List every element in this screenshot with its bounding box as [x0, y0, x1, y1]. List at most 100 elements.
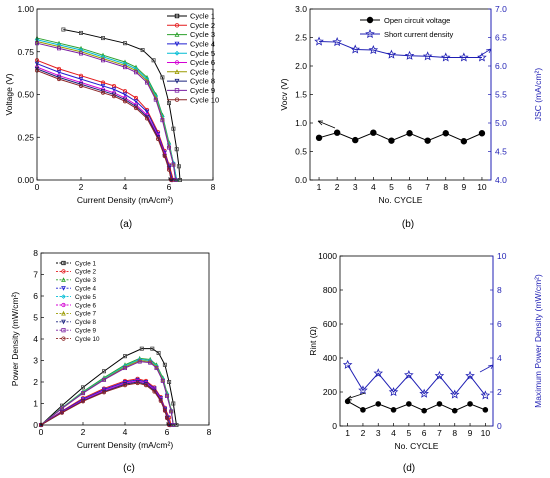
- data-point-jsc: [368, 45, 379, 55]
- x-tick-label: 4: [123, 182, 128, 192]
- legend-label: Cycle 10: [190, 95, 219, 104]
- y2-tick-label: 6.5: [495, 33, 507, 43]
- legend-marker: [174, 78, 180, 84]
- series-line-cycle-9: [40, 361, 174, 426]
- y-axis-label: Rint (Ω): [308, 326, 318, 356]
- data-point: [174, 147, 179, 152]
- data-point: [164, 393, 169, 398]
- y-tick-label: 0: [332, 421, 337, 431]
- data-point: [123, 99, 128, 104]
- data-point: [101, 58, 106, 63]
- y2-tick-label: 6: [497, 319, 502, 329]
- legend-label: Cycle 9: [190, 86, 215, 95]
- series-line-ocv: [318, 132, 483, 142]
- data-point-rint: [360, 407, 366, 413]
- data-point-mpd: [480, 390, 491, 400]
- y-tick-label: 3.0: [295, 4, 307, 14]
- data-point-rint: [375, 401, 382, 407]
- data-point: [133, 99, 139, 104]
- data-point: [171, 162, 176, 167]
- data-point-mpd: [434, 370, 445, 380]
- y-tick-label: 3: [33, 356, 38, 366]
- data-point-jsc: [422, 51, 433, 61]
- y2-tick-label: 5.5: [495, 90, 507, 100]
- legend-marker: [61, 260, 66, 266]
- legend-marker: [174, 88, 180, 93]
- data-point-ocv: [478, 130, 486, 137]
- y-tick-label: 0: [33, 420, 38, 430]
- x-tick-label: 3: [376, 428, 381, 438]
- y-axis-label: Power Density (mW/cm²): [10, 292, 20, 387]
- data-point: [60, 406, 65, 411]
- data-point: [160, 378, 165, 383]
- legend-marker: [61, 286, 66, 291]
- y-tick-label: 1000: [318, 251, 337, 261]
- data-point: [153, 97, 158, 102]
- legend-marker: [174, 69, 180, 74]
- series-line-rint: [347, 400, 486, 412]
- y-tick-label: 1.00: [17, 4, 34, 14]
- panel-a: 0 2 4 6 8 0.00 0.25 0.50 0.75 1.00 Current Density…: [4, 4, 219, 230]
- legend-marker: [174, 31, 180, 37]
- data-point-mpd: [419, 388, 429, 398]
- y2-tick-label: 4.0: [495, 175, 507, 185]
- data-point-rint: [406, 401, 412, 407]
- y-tick-label: 200: [323, 387, 337, 397]
- y2-tick-label: 4.5: [495, 147, 507, 157]
- legend-marker: [174, 50, 180, 56]
- y-tick-label: 1: [33, 399, 38, 409]
- y-axis-label: Vocv (V): [279, 78, 289, 110]
- plot-frame: [40, 252, 210, 426]
- data-point-jsc: [332, 37, 342, 47]
- data-point-ocv: [352, 136, 359, 144]
- data-point-ocv: [315, 134, 323, 142]
- data-point: [81, 385, 86, 390]
- data-point: [164, 416, 169, 421]
- legend-marker: [61, 277, 66, 282]
- data-point: [155, 136, 160, 141]
- data-point: [160, 75, 165, 80]
- series-line-cycle-5: [36, 39, 178, 181]
- data-point: [169, 409, 174, 414]
- data-point: [143, 383, 148, 388]
- x-tick-label: 9: [468, 428, 473, 438]
- series-line-cycle-9: [36, 42, 177, 181]
- data-point: [156, 350, 161, 355]
- x-tick-label: 4: [391, 428, 396, 438]
- series-line-cycle-1: [63, 29, 181, 181]
- data-point-jsc: [350, 44, 361, 54]
- data-point: [144, 80, 149, 85]
- data-point-jsc: [440, 52, 451, 62]
- x-tick-label: 2: [81, 427, 86, 437]
- data-point: [171, 126, 176, 131]
- data-point: [158, 398, 163, 403]
- data-point: [79, 51, 84, 56]
- data-point: [123, 65, 128, 70]
- data-point: [152, 389, 157, 394]
- data-point: [162, 408, 168, 413]
- data-point-mpd: [465, 370, 475, 380]
- y-axis-label: Voltage (V): [4, 73, 14, 115]
- legend-label: Short current density: [384, 30, 453, 39]
- legend-marker: [174, 23, 180, 28]
- data-point-jsc: [386, 49, 397, 59]
- data-point: [139, 346, 144, 351]
- data-point: [123, 366, 128, 371]
- data-point-ocv: [460, 138, 468, 145]
- x-tick-label: 5: [389, 182, 394, 192]
- y-tick-label: 7: [33, 270, 38, 280]
- legend-marker: [61, 294, 66, 299]
- y-tick-label: 1.5: [295, 90, 307, 100]
- y2-tick-label: 0: [497, 421, 502, 431]
- legend-label: Cycle 7: [75, 311, 96, 318]
- data-point-mpd: [388, 386, 399, 397]
- x-tick-label: 8: [452, 428, 457, 438]
- data-point: [79, 30, 84, 35]
- data-point-ocv: [424, 137, 431, 144]
- data-point: [81, 391, 86, 396]
- legend-marker: [174, 97, 180, 102]
- data-point: [102, 377, 107, 382]
- y-tick-label: 0.75: [17, 47, 34, 57]
- arrow-right-axis: [479, 364, 494, 373]
